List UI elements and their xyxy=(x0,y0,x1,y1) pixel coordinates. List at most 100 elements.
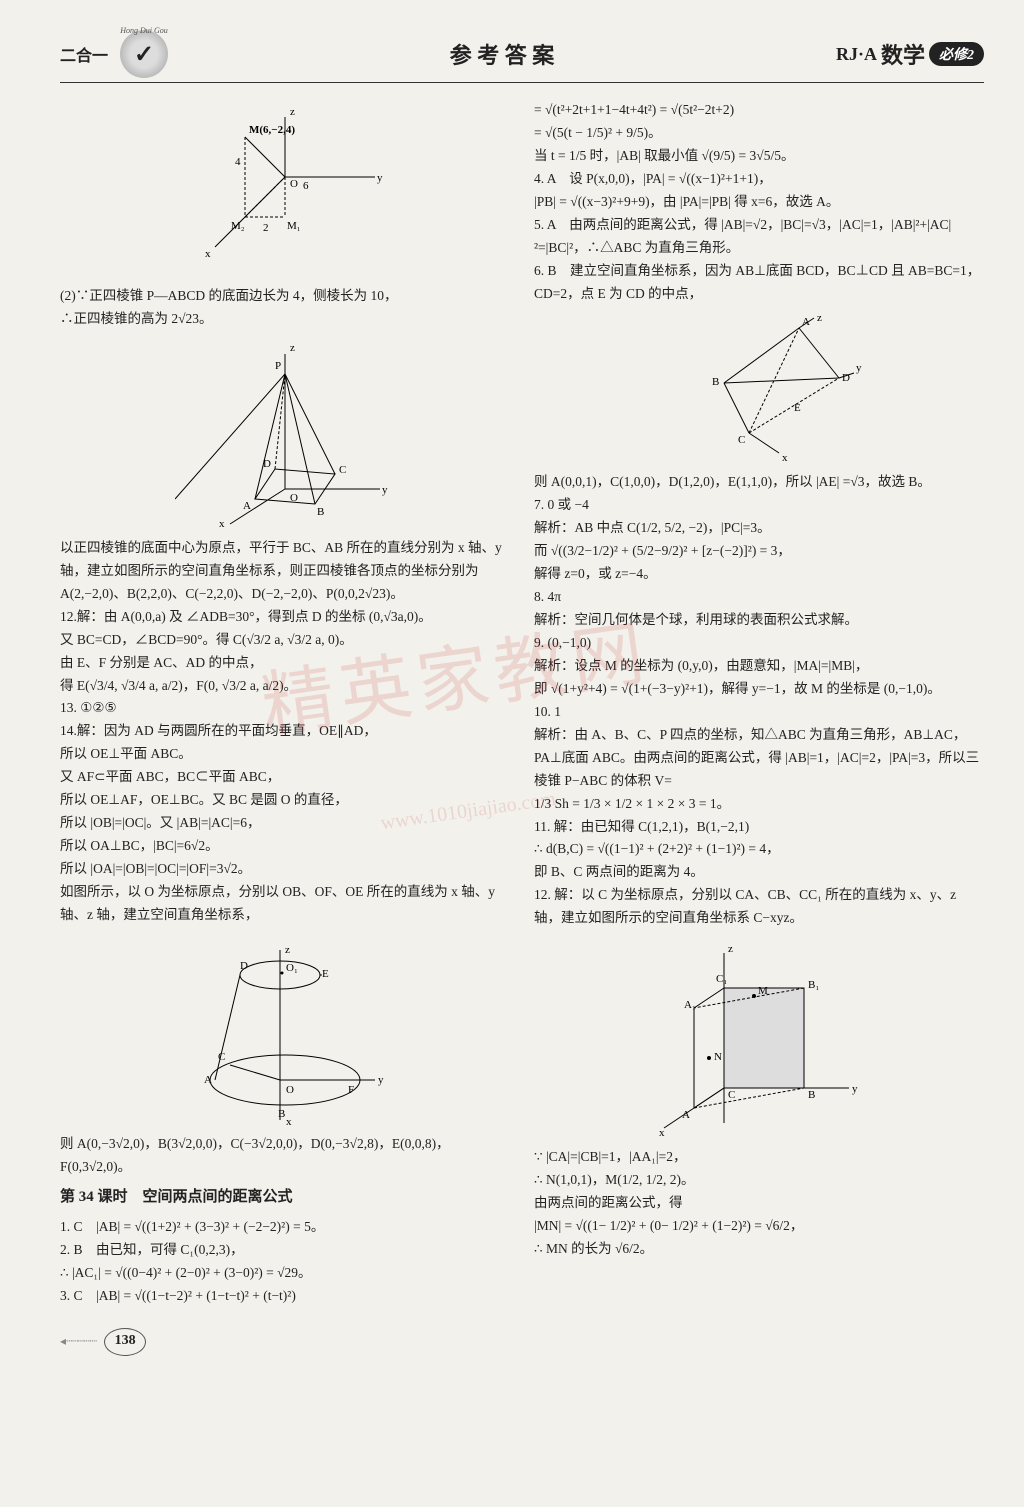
lc-p11: 又 AF⊂平面 ABC，BC⊂平面 ABC， xyxy=(60,766,510,789)
rc-p17: 即 √(1+y²+4) = √(1+(−3−y)²+1)，解得 y=−1，故 M… xyxy=(534,678,984,701)
fig5-z: z xyxy=(728,943,733,955)
rc-p29: ∴ MN 的长为 √6/2。 xyxy=(534,1238,984,1261)
lc-p5: 又 BC=CD，∠BCD=90°。得 C(√3/2 a, √3/2 a, 0)。 xyxy=(60,629,510,652)
rc-p9: 7. 0 或 −4 xyxy=(534,494,984,517)
fig1-O: O xyxy=(290,178,298,190)
fig4-B: B xyxy=(712,376,719,388)
lc-p13: 所以 |OB|=|OC|。又 |AB|=|AC|=6， xyxy=(60,812,510,835)
rc-p10: 解析：AB 中点 C(1/2, 5/2, −2)，|PC|=3。 xyxy=(534,517,984,540)
fig3-F: F xyxy=(348,1084,354,1096)
lc-p10: 所以 OE⊥平面 ABC。 xyxy=(60,743,510,766)
fig5-M: M xyxy=(758,985,768,997)
rc-p16: 解析：设点 M 的坐标为 (0,y,0)，由题意知，|MA|=|MB|， xyxy=(534,655,984,678)
badge-text: Hong Dui Gou xyxy=(120,26,168,35)
fig3-x: x xyxy=(286,1116,292,1125)
rc-p7: 6. B 建立空间直角坐标系，因为 AB⊥底面 BCD，BC⊥CD 且 AB=B… xyxy=(534,260,984,306)
fig4-y: y xyxy=(856,362,862,374)
fig5-y: y xyxy=(852,1083,858,1095)
right-column: = √(t²+2t+1+1−4t+4t²) = √(5t²−2t+2) = √(… xyxy=(534,99,984,1308)
lc-p7: 得 E(√3/4, √3/4 a, a/2)，F(0, √3/2 a, a/2)… xyxy=(60,675,510,698)
rc-p19: 解析：由 A、B、C、P 四点的坐标，知△ABC 为直角三角形，AB⊥AC，PA… xyxy=(534,724,984,793)
fig2-B: B xyxy=(317,506,324,518)
lc-p12: 所以 OE⊥AF，OE⊥BC。又 BC 是圆 O 的直径， xyxy=(60,789,510,812)
lc-p17: 则 A(0,−3√2,0)，B(3√2,0,0)，C(−3√2,0,0)，D(0… xyxy=(60,1133,510,1179)
figure-1: z y x O M(6,−2,4) M₁ M₂ 4 6 2 xyxy=(60,107,510,277)
rc-p5: |PB| = √((x−3)²+9+9)，由 |PA|=|PB| 得 x=6，故… xyxy=(534,191,984,214)
figure-4: B A D C E x y z xyxy=(534,313,984,463)
fig3-C: C xyxy=(218,1051,225,1063)
lc-p2: ∴正四棱锥的高为 2√23。 xyxy=(60,308,510,331)
left-column: z y x O M(6,−2,4) M₁ M₂ 4 6 2 (2)∵正四棱锥 P… xyxy=(60,99,510,1308)
lc-p15: 所以 |OA|=|OB|=|OC|=|OF|=3√2。 xyxy=(60,858,510,881)
fig3-B: B xyxy=(278,1108,285,1120)
figure-5: A₁ B₁ C₁ A B C M N x y z xyxy=(534,938,984,1138)
fig1-M2: M₂ xyxy=(231,220,245,232)
header-right-prefix: RJ·A xyxy=(836,44,877,65)
fig5-x: x xyxy=(659,1127,665,1138)
fig5-N: N xyxy=(714,1051,722,1063)
rc-p4: 4. A 设 P(x,0,0)，|PA| = √((x−1)²+1+1)， xyxy=(534,168,984,191)
rc-p18: 10. 1 xyxy=(534,701,984,724)
lc-p9: 14.解：因为 AD 与两圆所在的平面均垂直，OE∥AD， xyxy=(60,720,510,743)
rc-p6: 5. A 由两点间的距离公式，得 |AB|=√2，|BC|=√3，|AC|=1，… xyxy=(534,214,984,260)
lc-p1: (2)∵正四棱锥 P—ABCD 的底面边长为 4，侧棱长为 10， xyxy=(60,285,510,308)
rc-p20: 1/3 Sh = 1/3 × 1/2 × 1 × 2 × 3 = 1。 xyxy=(534,793,984,816)
footer-arrow-icon: ◂┈┈┈┈┈ xyxy=(60,1334,96,1349)
rc-p11: 而 √((3/2−1/2)² + (5/2−9/2)² + [z−(−2)]²)… xyxy=(534,540,984,563)
fig2-D: D xyxy=(263,458,271,470)
rc-p13: 8. 4π xyxy=(534,586,984,609)
fig4-A: A xyxy=(802,316,810,328)
lc-p14: 所以 OA⊥BC，|BC|=6√2。 xyxy=(60,835,510,858)
fig1-x: x xyxy=(205,248,211,260)
page-number: 138 xyxy=(104,1328,146,1356)
fig1-4: 4 xyxy=(235,156,241,168)
figure-3: D E O₁ A B C F O y x z xyxy=(60,935,510,1125)
rc-p12: 解得 z=0，或 z=−4。 xyxy=(534,563,984,586)
rc-p8: 则 A(0,0,1)，C(1,0,0)，D(1,2,0)，E(1,1,0)，所以… xyxy=(534,471,984,494)
fig5-C1: C₁ xyxy=(716,973,727,985)
rc-p27: 由两点间的距离公式，得 xyxy=(534,1192,984,1215)
fig4-E: E xyxy=(794,402,801,414)
header-title: 参 考 答 案 xyxy=(180,38,824,70)
rc-p14: 解析：空间几何体是个球，利用球的表面积公式求解。 xyxy=(534,609,984,632)
logo-badge: Hong Dui Gou xyxy=(120,30,168,78)
fig4-z: z xyxy=(817,313,822,324)
fig1-2: 2 xyxy=(263,222,269,234)
fig1-y: y xyxy=(377,172,383,184)
rc-p22: ∴ d(B,C) = √((1−1)² + (2+2)² + (1−1)²) =… xyxy=(534,838,984,861)
header-pill: 必修2 xyxy=(929,42,984,66)
lc-p4: 12.解：由 A(0,0,a) 及 ∠ADB=30°，得到点 D 的坐标 (0,… xyxy=(60,606,510,629)
fig4-C: C xyxy=(738,434,745,446)
fig2-C: C xyxy=(339,464,346,476)
fig3-y: y xyxy=(378,1074,384,1086)
content-columns: z y x O M(6,−2,4) M₁ M₂ 4 6 2 (2)∵正四棱锥 P… xyxy=(60,99,984,1308)
fig3-O: O xyxy=(286,1084,294,1096)
fig1-6: 6 xyxy=(303,180,309,192)
fig5-C: C xyxy=(728,1089,735,1101)
rc-p26: ∴ N(1,0,1)，M(1/2, 1/2, 2)。 xyxy=(534,1169,984,1192)
lc-q1: 1. C |AB| = √((1+2)² + (3−3)² + (−2−2)²)… xyxy=(60,1216,510,1239)
fig1-M1: M₁ xyxy=(287,220,301,232)
fig1-M: M(6,−2,4) xyxy=(249,124,295,136)
fig5-A1: A₁ xyxy=(684,999,696,1011)
rc-p25: ∵ |CA|=|CB|=1，|AA₁|=2， xyxy=(534,1146,984,1169)
fig2-x: x xyxy=(219,518,225,529)
header-right-subject: 数学 xyxy=(881,38,925,70)
fig2-P: P xyxy=(275,360,281,372)
fig2-O: O xyxy=(290,492,298,504)
rc-p23: 即 B、C 两点间的距离为 4。 xyxy=(534,861,984,884)
fig5-A: A xyxy=(682,1109,690,1121)
rc-p21: 11. 解：由已知得 C(1,2,1)，B(1,−2,1) xyxy=(534,816,984,839)
lc-p8: 13. ①②⑤ xyxy=(60,697,510,720)
fig1-z: z xyxy=(290,107,295,118)
fig3-D: D xyxy=(240,960,248,972)
rc-p2: = √(5(t − 1/5)² + 9/5)。 xyxy=(534,122,984,145)
fig3-z: z xyxy=(285,944,290,956)
lc-p3: 以正四棱锥的底面中心为原点，平行于 BC、AB 所在的直线分别为 x 轴、y 轴… xyxy=(60,537,510,606)
rc-p1: = √(t²+2t+1+1−4t+4t²) = √(5t²−2t+2) xyxy=(534,99,984,122)
lc-q2b: ∴ |AC₁| = √((0−4)² + (2−0)² + (3−0)²) = … xyxy=(60,1262,510,1285)
fig5-B1: B₁ xyxy=(808,979,819,991)
header-left-label: 二合一 xyxy=(60,42,108,66)
section-34-title: 第 34 课时 空间两点间的距离公式 xyxy=(60,1185,510,1211)
lc-p6: 由 E、F 分别是 AC、AD 的中点， xyxy=(60,652,510,675)
